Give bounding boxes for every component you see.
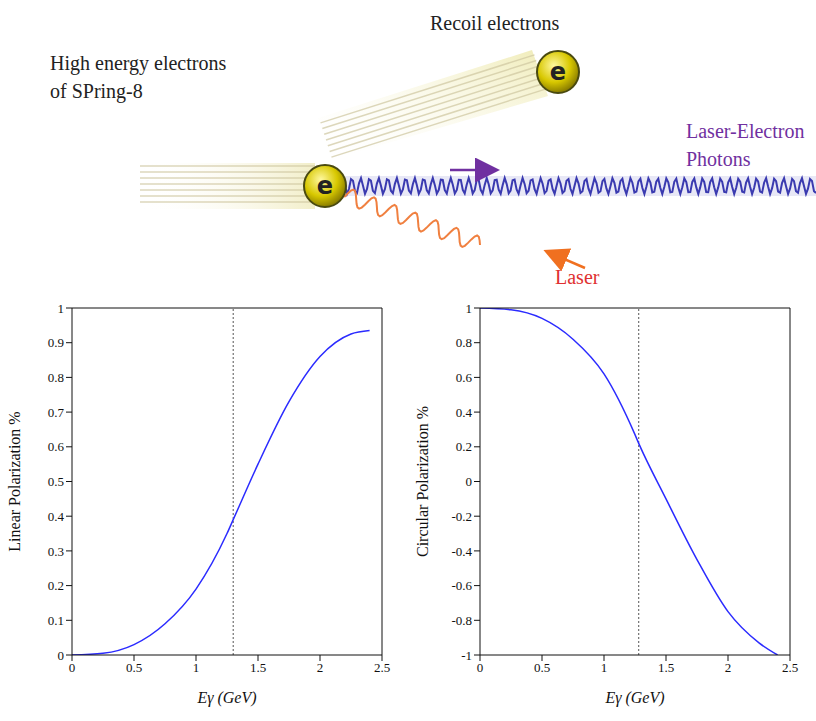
svg-text:0.5: 0.5 bbox=[534, 660, 550, 675]
svg-text:1: 1 bbox=[193, 660, 200, 675]
svg-text:1: 1 bbox=[601, 660, 608, 675]
svg-text:0: 0 bbox=[69, 660, 76, 675]
svg-text:1: 1 bbox=[58, 301, 65, 316]
svg-text:Recoil electrons: Recoil electrons bbox=[430, 12, 560, 34]
svg-text:Laser-Electron: Laser-Electron bbox=[686, 120, 804, 142]
svg-text:-0.6: -0.6 bbox=[451, 578, 472, 593]
svg-text:0.2: 0.2 bbox=[48, 578, 64, 593]
svg-text:0.4: 0.4 bbox=[456, 405, 473, 420]
svg-text:High energy electrons: High energy electrons bbox=[50, 52, 226, 75]
svg-text:of SPring-8: of SPring-8 bbox=[50, 80, 143, 103]
svg-text:0: 0 bbox=[477, 660, 484, 675]
svg-text:0.9: 0.9 bbox=[48, 335, 64, 350]
svg-text:-0.2: -0.2 bbox=[451, 509, 472, 524]
svg-text:2: 2 bbox=[725, 660, 732, 675]
svg-text:Eγ (GeV): Eγ (GeV) bbox=[604, 689, 664, 707]
svg-text:0: 0 bbox=[466, 474, 473, 489]
svg-text:-0.4: -0.4 bbox=[451, 544, 472, 559]
svg-text:0.8: 0.8 bbox=[456, 335, 472, 350]
svg-text:1.5: 1.5 bbox=[250, 660, 266, 675]
svg-text:-0.8: -0.8 bbox=[451, 613, 472, 628]
svg-text:0.4: 0.4 bbox=[48, 509, 65, 524]
svg-text:0: 0 bbox=[58, 648, 65, 663]
svg-text:e: e bbox=[550, 58, 566, 86]
svg-text:-1: -1 bbox=[461, 648, 472, 663]
svg-text:2.5: 2.5 bbox=[782, 660, 798, 675]
svg-text:2.5: 2.5 bbox=[374, 660, 390, 675]
svg-text:0.7: 0.7 bbox=[48, 405, 65, 420]
svg-text:0.6: 0.6 bbox=[48, 439, 65, 454]
svg-text:2: 2 bbox=[317, 660, 324, 675]
svg-text:0.1: 0.1 bbox=[48, 613, 64, 628]
svg-text:0.6: 0.6 bbox=[456, 370, 473, 385]
svg-text:Circular Polarization %: Circular Polarization % bbox=[414, 406, 431, 557]
svg-text:0.8: 0.8 bbox=[48, 370, 64, 385]
svg-text:1.5: 1.5 bbox=[658, 660, 674, 675]
svg-text:0.5: 0.5 bbox=[126, 660, 142, 675]
svg-text:Photons: Photons bbox=[686, 148, 751, 170]
svg-text:0.5: 0.5 bbox=[48, 474, 64, 489]
svg-text:Eγ (GeV): Eγ (GeV) bbox=[196, 689, 256, 707]
svg-text:e: e bbox=[317, 172, 333, 200]
svg-text:0.3: 0.3 bbox=[48, 544, 64, 559]
svg-text:1: 1 bbox=[466, 301, 473, 316]
svg-text:0.2: 0.2 bbox=[456, 439, 472, 454]
svg-text:Linear Polarization %: Linear Polarization % bbox=[6, 411, 23, 551]
svg-text:Laser: Laser bbox=[555, 266, 600, 288]
